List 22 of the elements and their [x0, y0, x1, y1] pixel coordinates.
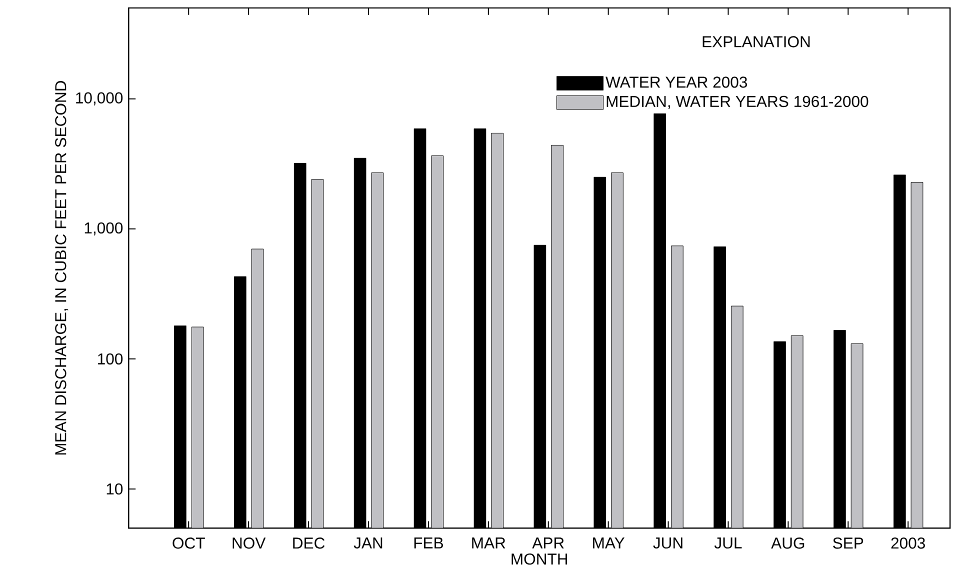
x-tick-label: JUL [714, 538, 742, 549]
y-tick-label: 10,000 [76, 92, 123, 106]
y-axis-title: MEAN DISCHARGE, IN CUBIC FEET PER SECOND [55, 81, 68, 455]
x-axis-title: MONTH [512, 554, 568, 565]
x-tick-label: MAR [472, 538, 506, 549]
x-tick-label: DEC [293, 538, 325, 549]
y-tick-label: 10 [106, 484, 123, 495]
x-tick-label: FEB [414, 538, 443, 549]
x-tick-label: JUN [653, 538, 682, 549]
x-tick-label: JAN [354, 538, 382, 549]
x-tick-label: OCT [172, 538, 205, 549]
x-tick-label: SEP [833, 538, 864, 549]
x-tick-label: 2003 [891, 538, 925, 549]
y-tick-label: 100 [98, 354, 123, 365]
x-tick-label: AUG [771, 538, 804, 549]
legend-title: EXPLANATION [702, 36, 810, 48]
y-tick-label: 1,000 [84, 222, 123, 236]
legend-label: WATER YEAR 2003 [606, 76, 747, 88]
x-tick-label: MAY [593, 538, 624, 549]
legend-label: MEDIAN, WATER YEARS 1961-2000 [606, 96, 868, 110]
x-tick-label: APR [532, 538, 564, 549]
x-tick-label: NOV [232, 538, 266, 549]
